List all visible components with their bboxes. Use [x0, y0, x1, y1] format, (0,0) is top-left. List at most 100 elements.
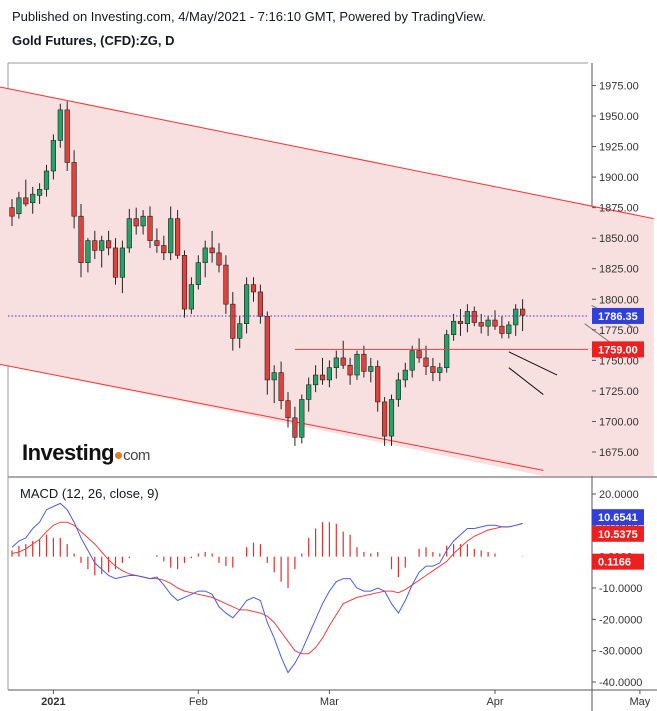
candle	[71, 150, 77, 229]
candle	[519, 299, 526, 332]
candle-body	[340, 357, 346, 366]
signal-value-label: 10.5375	[592, 525, 644, 542]
candle-body	[230, 303, 236, 339]
price-tick-label: 1750.00	[599, 355, 639, 367]
candle-body	[464, 311, 471, 325]
candle	[161, 235, 167, 261]
macd-value-label-box	[592, 509, 644, 526]
macd-tick-label: -20.0000	[599, 614, 642, 626]
candle-body	[223, 264, 229, 305]
candle-body	[430, 366, 436, 373]
candle-body	[319, 374, 326, 381]
macd-tick-label: -10.0000	[599, 583, 642, 595]
time-tick-label: Apr	[486, 696, 503, 708]
candle-body	[395, 379, 402, 400]
histogram-value-label-text: 0.1166	[598, 557, 631, 569]
macd-tick-label: -40.0000	[599, 677, 642, 689]
candle	[361, 345, 367, 378]
candle	[457, 309, 464, 336]
candle	[347, 357, 353, 385]
candle	[450, 313, 457, 341]
candle	[36, 183, 43, 204]
candle-body	[354, 353, 360, 376]
candle	[50, 134, 56, 180]
candle	[423, 345, 429, 376]
candle-body	[106, 240, 112, 249]
flag-1-upper-line	[508, 351, 558, 376]
candles	[9, 101, 526, 446]
candle	[333, 350, 339, 379]
candle	[285, 392, 291, 428]
candle	[99, 235, 105, 268]
candle-body	[216, 252, 222, 266]
candle-body	[402, 369, 408, 381]
candle-body	[195, 262, 201, 285]
candle	[140, 210, 146, 235]
last-price-label-text: 1786.35	[598, 311, 638, 323]
candle	[513, 304, 519, 336]
candle-body	[368, 366, 374, 372]
candle	[57, 103, 63, 148]
candle-body	[175, 218, 181, 256]
candle	[188, 277, 195, 314]
last-price-label: 1786.35	[592, 307, 644, 324]
candle	[271, 365, 277, 404]
candle	[244, 277, 250, 334]
macd-title: MACD (12, 26, close, 9)	[20, 486, 159, 501]
candle	[43, 164, 50, 197]
candle-body	[188, 284, 195, 310]
candle	[9, 199, 15, 226]
candle-body	[50, 140, 56, 172]
price-tick-label: 1700.00	[599, 416, 639, 428]
candle-body	[478, 322, 484, 327]
candle-body	[471, 311, 477, 323]
candle	[354, 350, 360, 380]
candle-body	[154, 240, 160, 246]
candle	[306, 377, 312, 412]
time-tick-label: May	[630, 696, 651, 708]
candle-body	[119, 247, 125, 278]
candle-body	[423, 357, 429, 367]
candle	[216, 243, 222, 273]
candle	[312, 365, 319, 393]
candle-body	[30, 193, 36, 204]
candle-body	[485, 319, 491, 327]
candle-body	[299, 399, 305, 438]
time-tick-label: 2021	[41, 696, 65, 708]
candle-body	[264, 316, 270, 381]
candle-body	[78, 215, 84, 263]
candle-body	[168, 218, 174, 254]
candle-body	[181, 254, 188, 310]
candle	[368, 357, 374, 383]
candle-body	[506, 324, 512, 334]
time-tick-label: Mar	[320, 696, 339, 708]
candle	[64, 101, 70, 171]
candle	[106, 230, 112, 256]
macd-line	[11, 502, 523, 674]
candle	[437, 362, 443, 382]
candle-body	[133, 218, 139, 227]
chart-frame	[7, 62, 657, 711]
candle	[278, 361, 284, 410]
candle	[395, 372, 402, 407]
candle-body	[409, 350, 415, 371]
candle	[147, 206, 153, 248]
price-tick-label: 1875.00	[599, 203, 639, 215]
candle	[119, 240, 125, 294]
candle-body	[126, 218, 132, 249]
candle-body	[326, 367, 333, 381]
candle	[299, 394, 305, 444]
candle-body	[112, 247, 119, 278]
macd-tick-label: -30.0000	[599, 646, 642, 658]
candle-body	[381, 401, 388, 437]
macd-value-label-text: 10.6541	[598, 512, 638, 524]
candle-body	[147, 215, 153, 241]
candle-body	[71, 162, 77, 217]
candle-body	[237, 323, 243, 339]
candle	[202, 240, 208, 278]
price-tick-label: 1850.00	[599, 233, 639, 245]
candle	[464, 304, 471, 333]
candle-body	[312, 374, 319, 386]
candle	[154, 228, 160, 253]
price-tick-label: 1775.00	[599, 325, 639, 337]
